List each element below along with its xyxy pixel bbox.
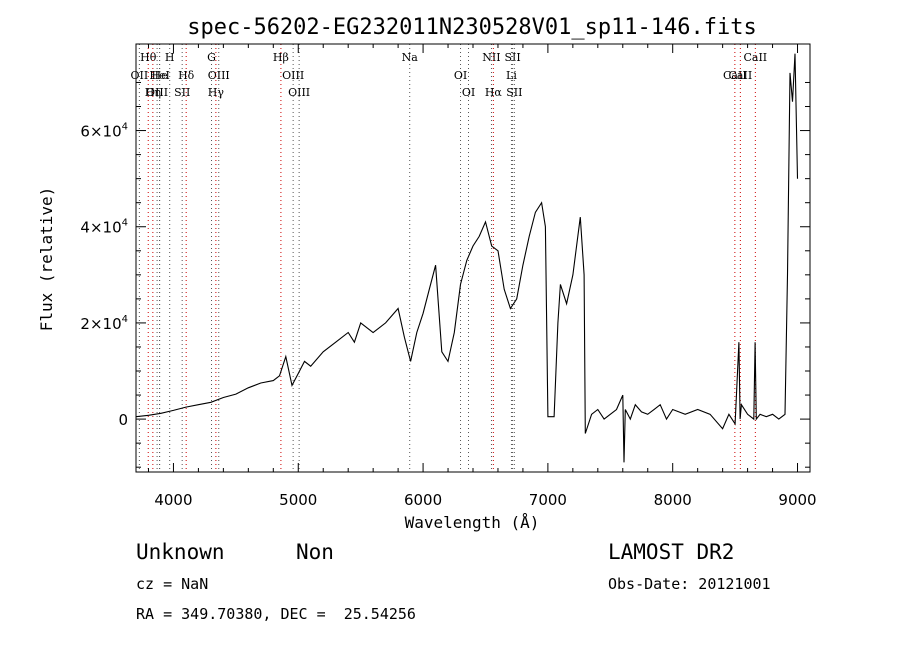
observation-date: Obs-Date: 20121001: [608, 575, 771, 593]
redshift-cz: cz = NaN: [136, 575, 209, 593]
line-marker-label: HeI: [149, 69, 169, 82]
line-marker-label: OI: [454, 69, 467, 82]
line-marker-label: NII: [482, 51, 500, 64]
y-axis-label: Flux (relative): [37, 187, 56, 332]
line-marker-label: H: [165, 51, 175, 64]
y-tick-label: 0: [118, 411, 128, 429]
x-tick-label: 8000: [654, 491, 692, 509]
line-marker-label: CaII: [743, 51, 767, 64]
spectrum-chart: spec-56202-EG232011N230528V01_sp11-146.f…: [37, 15, 817, 532]
line-marker-label: SII: [506, 86, 522, 99]
line-marker-label: CaII: [729, 69, 753, 82]
emission-line-markers: Hθ OII OIII He Hη H HeI SII Hδ G OIII Hγ Hβ OIII OIII N…: [131, 44, 767, 472]
x-tick-label: 6000: [404, 491, 442, 509]
x-tick-label: 7000: [529, 491, 567, 509]
spectrum-line: [135, 53, 799, 463]
line-marker-label: G: [207, 51, 216, 64]
line-marker-label: SII: [504, 51, 520, 64]
line-marker-label: OII: [131, 69, 149, 82]
line-marker-label: OIII: [282, 69, 304, 82]
ra-dec-coordinates: RA = 349.70380, DEC = 25.54256: [136, 605, 416, 623]
x-axis: 4000 5000 6000 7000 8000 9000: [147, 44, 817, 509]
line-marker-label: OIII: [208, 69, 230, 82]
line-marker-label: Na: [402, 51, 419, 64]
line-marker-label: Hβ: [273, 51, 289, 64]
y-tick-label: 2×104: [80, 314, 128, 333]
x-tick-label: 9000: [778, 491, 816, 509]
x-tick-label: 4000: [154, 491, 192, 509]
line-marker-label: OI: [462, 86, 475, 99]
line-marker-label: Hδ: [178, 69, 195, 82]
line-marker-label: Hθ: [140, 51, 157, 64]
line-marker-label: OIII: [288, 86, 310, 99]
line-marker-label: Hγ: [208, 86, 225, 99]
line-marker-label: OIII: [146, 86, 168, 99]
plot-frame: [135, 43, 811, 473]
line-marker-label: SII: [174, 86, 190, 99]
x-axis-label: Wavelength (Å): [405, 513, 540, 532]
y-tick-label: 6×104: [80, 122, 128, 141]
line-marker-label: Hα: [485, 86, 503, 99]
survey-name: LAMOST DR2: [608, 540, 735, 564]
line-marker-label: Li: [506, 69, 517, 82]
y-tick-label: 4×104: [80, 218, 128, 237]
spectral-class: Unknown: [136, 540, 225, 564]
x-tick-label: 5000: [279, 491, 317, 509]
y-axis: 0 2×104 4×104 6×104: [80, 81, 810, 468]
line-marker-label: Hη: [145, 86, 161, 99]
chart-title: spec-56202-EG232011N230528V01_sp11-146.f…: [187, 15, 757, 40]
spectral-subclass: Non: [296, 540, 334, 564]
line-marker-label: He: [152, 69, 168, 82]
